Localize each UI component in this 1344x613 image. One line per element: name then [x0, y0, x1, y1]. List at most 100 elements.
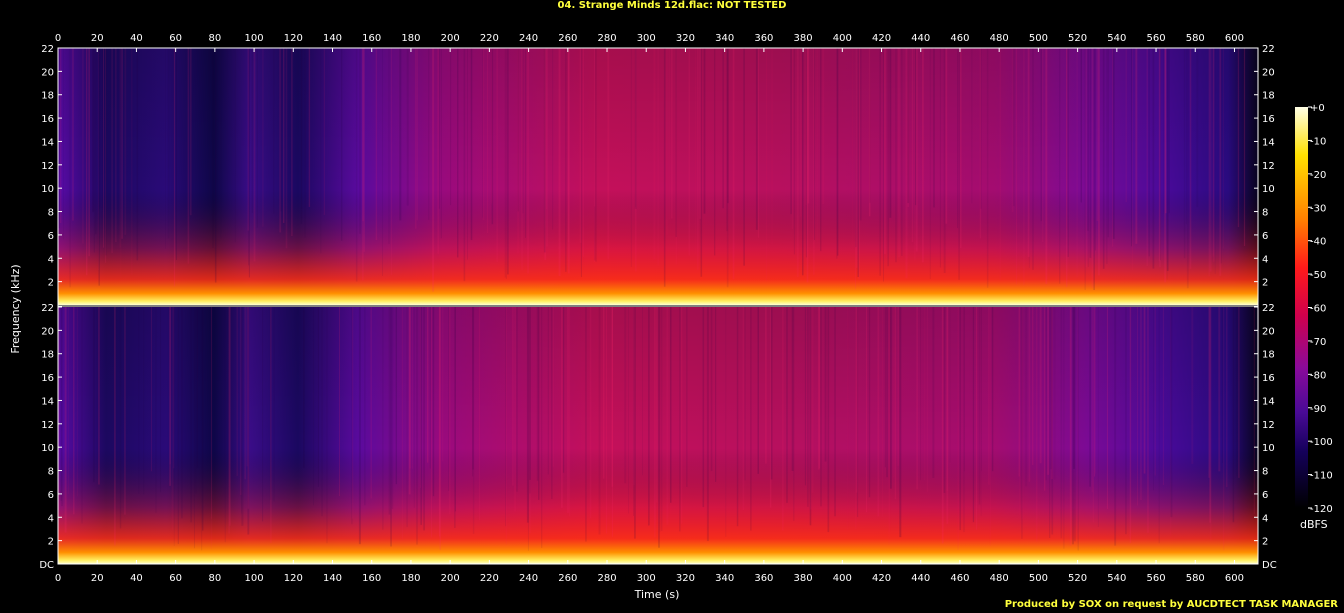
y-tick-label-right: 22 [1262, 44, 1275, 55]
y-tick-label-left: 10 [41, 184, 54, 195]
footer-credit: Produced by SOX on request by AUCDTECT T… [1004, 599, 1338, 610]
y-tick-label-left: 18 [41, 91, 54, 102]
colorbar-tick-label: -20 [1310, 170, 1326, 181]
y-tick-label-right: 16 [1262, 373, 1275, 384]
y-tick-label-left: 6 [48, 231, 54, 242]
x-tick-label-bottom: 160 [362, 573, 381, 584]
colorbar-tick-label: -30 [1310, 203, 1326, 214]
x-tick-label-top: 120 [284, 33, 303, 44]
y-tick-label-right: 6 [1262, 490, 1268, 501]
x-tick-label-bottom: 40 [130, 573, 143, 584]
y-tick-label-right: 12 [1262, 420, 1275, 431]
x-tick-label-bottom: 60 [169, 573, 182, 584]
y-tick-label-left: 8 [48, 208, 54, 219]
channel-2-spectrogram [58, 307, 1260, 564]
x-tick-label-top: 100 [245, 33, 264, 44]
y-tick-label-right: 20 [1262, 326, 1275, 337]
y-tick-label-left: 20 [41, 326, 54, 337]
y-tick-label-left: 4 [48, 254, 54, 265]
x-tick-label-bottom: 420 [872, 573, 891, 584]
y-tick-label-right: 2 [1262, 278, 1268, 289]
y-tick-label-right: 8 [1262, 208, 1268, 219]
x-tick-label-top: 260 [558, 33, 577, 44]
x-tick-label-top: 200 [441, 33, 460, 44]
x-tick-label-bottom: 360 [754, 573, 773, 584]
y-tick-label-left: 20 [41, 67, 54, 78]
x-tick-label-top: 300 [637, 33, 656, 44]
x-tick-label-bottom: 320 [676, 573, 695, 584]
y-tick-label-left: 2 [48, 537, 54, 548]
x-tick-label-bottom: 0 [55, 573, 61, 584]
x-tick-label-bottom: 500 [1029, 573, 1048, 584]
y-tick-label-right: 8 [1262, 467, 1268, 478]
x-tick-label-top: 360 [754, 33, 773, 44]
x-tick-label-top: 480 [990, 33, 1009, 44]
y-tick-label-left: DC [39, 560, 54, 571]
x-tick-label-top: 60 [169, 33, 182, 44]
x-tick-label-bottom: 540 [1107, 573, 1126, 584]
x-tick-label-top: 500 [1029, 33, 1048, 44]
colorbar-tick-label: -70 [1310, 337, 1326, 348]
x-tick-label-bottom: 280 [597, 573, 616, 584]
y-tick-label-right: 18 [1262, 350, 1275, 361]
x-tick-label-top: 280 [597, 33, 616, 44]
colorbar-tick-label: -110 [1310, 471, 1333, 482]
x-tick-label-top: 560 [1146, 33, 1165, 44]
y-tick-label-left: 14 [41, 396, 54, 407]
x-tick-label-top: 580 [1186, 33, 1205, 44]
x-tick-label-bottom: 120 [284, 573, 303, 584]
x-tick-label-top: 80 [208, 33, 221, 44]
colorbar-tick-label: -10 [1310, 136, 1326, 147]
x-tick-label-top: 420 [872, 33, 891, 44]
y-tick-label-right: 10 [1262, 443, 1275, 454]
y-tick-label-right: 14 [1262, 137, 1275, 148]
y-tick-label-right: 10 [1262, 184, 1275, 195]
x-tick-label-top: 540 [1107, 33, 1126, 44]
x-tick-label-bottom: 400 [833, 573, 852, 584]
x-tick-label-bottom: 200 [441, 573, 460, 584]
colorbar-tick-label: -40 [1310, 237, 1326, 248]
y-tick-label-right: DC [1262, 560, 1277, 571]
y-tick-label-right: 2 [1262, 537, 1268, 548]
x-tick-label-bottom: 380 [794, 573, 813, 584]
y-tick-label-left: 16 [41, 114, 54, 125]
colorbar-tick-label: +0 [1310, 103, 1325, 114]
colorbar-tick-label: -60 [1310, 304, 1326, 315]
x-tick-label-top: 240 [519, 33, 538, 44]
y-tick-label-left: 2 [48, 278, 54, 289]
y-tick-label-right: 20 [1262, 67, 1275, 78]
x-tick-label-bottom: 600 [1225, 573, 1244, 584]
x-tick-label-bottom: 340 [715, 573, 734, 584]
x-tick-label-top: 460 [950, 33, 969, 44]
x-tick-label-bottom: 20 [91, 573, 104, 584]
x-tick-label-top: 440 [911, 33, 930, 44]
y-tick-label-left: 12 [41, 161, 54, 172]
y-tick-label-left: 22 [41, 303, 54, 314]
x-tick-label-top: 40 [130, 33, 143, 44]
x-tick-label-bottom: 100 [245, 573, 264, 584]
x-tick-label-bottom: 80 [208, 573, 221, 584]
y-tick-label-right: 14 [1262, 396, 1275, 407]
x-tick-label-bottom: 560 [1146, 573, 1165, 584]
colorbar-tick-label: -50 [1310, 270, 1326, 281]
x-tick-label-top: 140 [323, 33, 342, 44]
y-tick-label-right: 6 [1262, 231, 1268, 242]
x-tick-label-top: 340 [715, 33, 734, 44]
x-tick-label-top: 520 [1068, 33, 1087, 44]
x-tick-label-top: 380 [794, 33, 813, 44]
x-tick-label-bottom: 260 [558, 573, 577, 584]
y-tick-label-left: 22 [41, 44, 54, 55]
colorbar [1295, 107, 1308, 508]
x-tick-label-bottom: 520 [1068, 573, 1087, 584]
x-tick-label-top: 160 [362, 33, 381, 44]
y-tick-label-right: 22 [1262, 303, 1275, 314]
x-tick-label-top: 400 [833, 33, 852, 44]
x-tick-label-bottom: 480 [990, 573, 1009, 584]
x-tick-label-top: 320 [676, 33, 695, 44]
y-tick-label-left: 10 [41, 443, 54, 454]
x-tick-label-top: 0 [55, 33, 61, 44]
colorbar-tick-label: -80 [1310, 370, 1326, 381]
y-tick-label-right: 18 [1262, 91, 1275, 102]
x-tick-label-bottom: 460 [950, 573, 969, 584]
